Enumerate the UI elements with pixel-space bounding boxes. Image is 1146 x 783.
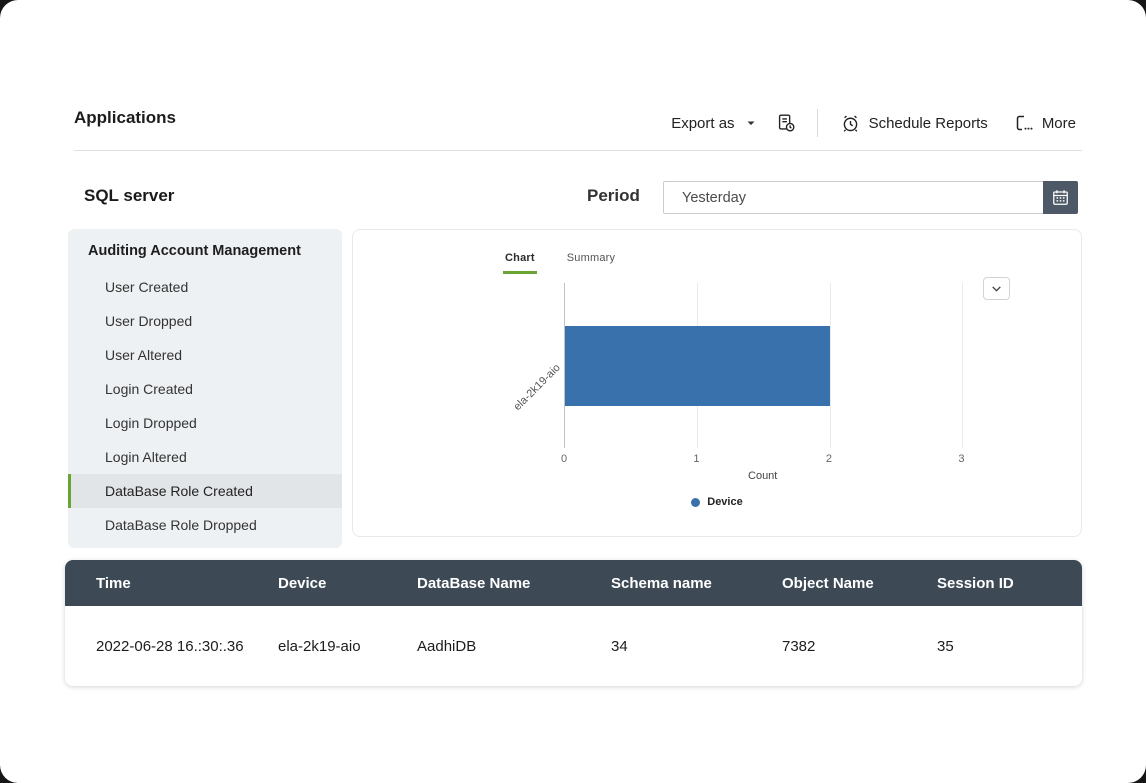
sidebar-item[interactable]: Login Dropped [105,415,197,431]
sidebar: Auditing Account Management User Created… [68,229,342,548]
header-divider [74,150,1082,151]
sidebar-item[interactable]: Login Altered [105,449,187,465]
export-history-icon[interactable] [775,112,797,134]
tab-chart[interactable]: Chart [503,252,537,274]
sidebar-item[interactable]: User Dropped [105,313,193,329]
table-cell: AadhiDB [417,637,477,655]
table-header-cell: Session ID [937,574,1014,592]
chart-options-button[interactable] [983,277,1010,300]
table-header-cell: Time [96,574,131,592]
period-input[interactable] [663,181,1043,214]
table-header-cell: Object Name [782,574,874,592]
x-tick-label: 2 [825,453,832,465]
sidebar-item[interactable]: User Altered [105,347,183,363]
legend-dot [691,497,701,507]
gridline [829,283,831,448]
data-table: Time Device DataBase Name Schema name Object… [65,560,1082,686]
table-cell: 2022-06-28 16.:30:.36 [96,637,244,655]
tab-bar: Chart Summary [503,252,617,274]
bar-chart: ela-2k19-aio [512,283,1022,448]
table-cell: 34 [611,637,628,655]
chevron-down-icon [747,121,755,126]
sidebar-list: User Created User Dropped User Altered Logi… [68,270,342,542]
chevron-down-icon [992,286,1001,292]
x-tick-label: 0 [560,453,568,465]
more-icon [1016,115,1033,131]
chart-legend: Device [353,496,1081,508]
sidebar-item[interactable]: Login Created [105,381,193,397]
x-axis-label-row: Count [564,470,1021,484]
export-as-label: Export as [671,114,735,132]
sidebar-item[interactable]: User Created [105,279,189,295]
gridline [962,283,964,448]
x-tick-label: 1 [693,453,700,465]
sidebar-item[interactable]: DataBase Role Dropped [105,517,257,533]
page-title: Applications [74,108,177,127]
table-header-cell: Schema name [611,574,712,592]
report-title: SQL server [84,186,175,205]
x-tick-label: 3 [958,453,965,465]
export-as-button[interactable]: Export as [671,115,756,132]
x-axis-ticks: 0 1 2 3 [560,453,1021,467]
bar[interactable] [565,325,830,406]
alarm-clock-icon [843,114,857,132]
sidebar-item[interactable]: DataBase Role Created [68,474,342,508]
table-header-cell: DataBase Name [417,574,531,592]
table-cell: 35 [937,637,954,655]
schedule-reports-label: Schedule Reports [868,114,988,132]
table-header: Time Device DataBase Name Schema name Object… [65,560,1082,606]
table-body: 2022-06-28 16.:30:.36 ela-2k19-aio AadhiDB… [65,606,1082,686]
toolbar: Export as Schedule Reports [671,108,1076,138]
calendar-icon [1053,190,1068,205]
more-label: More [1041,114,1076,132]
table-cell: 7382 [782,637,816,655]
sidebar-title: Auditing Account Management [88,243,301,259]
more-button[interactable]: More [1014,113,1076,133]
legend-label: Device [707,496,743,508]
period-input-group [663,181,1078,214]
period-label: Period [587,186,640,205]
calendar-button[interactable] [1043,181,1078,214]
schedule-reports-button[interactable]: Schedule Reports [840,113,988,134]
y-category-label: ela-2k19-aio [511,361,564,413]
table-header-cell: Device [278,574,327,592]
tab-summary[interactable]: Summary [566,252,616,264]
x-axis-label: Count [748,470,778,482]
toolbar-divider [816,109,818,137]
table-row[interactable]: 2022-06-28 16.:30:.36 ela-2k19-aio AadhiDB… [65,606,1082,686]
chart-card: Chart Summary ela-2k19-aio 0 1 2 3 Count Dev… [352,229,1082,537]
table-cell: ela-2k19-aio [278,637,361,655]
